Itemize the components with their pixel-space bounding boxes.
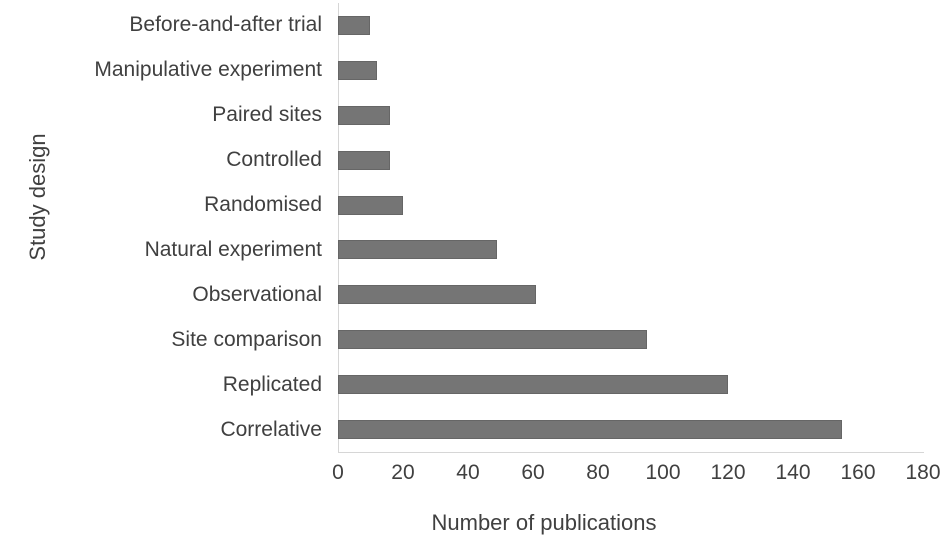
x-tick-label: 60 <box>521 461 545 484</box>
chart-row: Randomised <box>0 183 945 228</box>
chart-row: Replicated <box>0 362 945 407</box>
category-label: Randomised <box>204 193 322 217</box>
y-axis-line <box>338 3 339 452</box>
bar-track <box>338 195 923 215</box>
bar <box>338 285 537 305</box>
chart-row: Natural experiment <box>0 228 945 273</box>
bar-track <box>338 240 923 260</box>
bar <box>338 60 377 80</box>
category-label: Site comparison <box>171 327 322 351</box>
bar-track <box>338 150 923 170</box>
category-label: Natural experiment <box>144 237 322 261</box>
category-label: Correlative <box>220 417 322 441</box>
x-tick-label: 80 <box>586 461 610 484</box>
chart-row: Manipulative experiment <box>0 48 945 93</box>
x-tick-label: 0 <box>332 461 344 484</box>
bar-track <box>338 105 923 125</box>
x-tick-label: 140 <box>775 461 811 484</box>
category-label: Manipulative experiment <box>94 58 322 82</box>
category-label: Paired sites <box>212 103 322 127</box>
chart-row: Correlative <box>0 407 945 452</box>
chart-row: Observational <box>0 272 945 317</box>
category-label: Before-and-after trial <box>129 13 322 37</box>
category-label: Replicated <box>222 372 322 396</box>
x-tick-label: 180 <box>905 461 941 484</box>
bar <box>338 375 728 395</box>
category-label: Controlled <box>226 148 322 172</box>
bar <box>338 15 371 35</box>
bar-track <box>338 285 923 305</box>
x-tick-label: 20 <box>391 461 415 484</box>
bar <box>338 420 842 440</box>
x-axis-title: Number of publications <box>431 510 657 535</box>
x-tick-label: 40 <box>456 461 480 484</box>
bar-track <box>338 15 923 35</box>
x-tick-label: 100 <box>645 461 681 484</box>
chart-rows: Before-and-after trial Manipulative exper… <box>0 3 945 452</box>
bar-track <box>338 375 923 395</box>
chart-row: Controlled <box>0 138 945 183</box>
bar <box>338 195 403 215</box>
x-axis-line <box>338 452 924 453</box>
bar-track <box>338 330 923 350</box>
x-tick-label: 120 <box>710 461 746 484</box>
x-ticks: 0 20 40 60 80 100 120 140 160 180 <box>332 461 940 487</box>
bar <box>338 150 390 170</box>
chart-row: Site comparison <box>0 317 945 362</box>
chart-row: Paired sites <box>0 93 945 138</box>
x-tick-label: 160 <box>840 461 876 484</box>
bar <box>338 330 647 350</box>
bar-track <box>338 60 923 80</box>
category-label: Observational <box>192 282 322 306</box>
bar <box>338 240 498 260</box>
bar-track <box>338 420 923 440</box>
chart-row: Before-and-after trial <box>0 3 945 48</box>
bar <box>338 105 390 125</box>
